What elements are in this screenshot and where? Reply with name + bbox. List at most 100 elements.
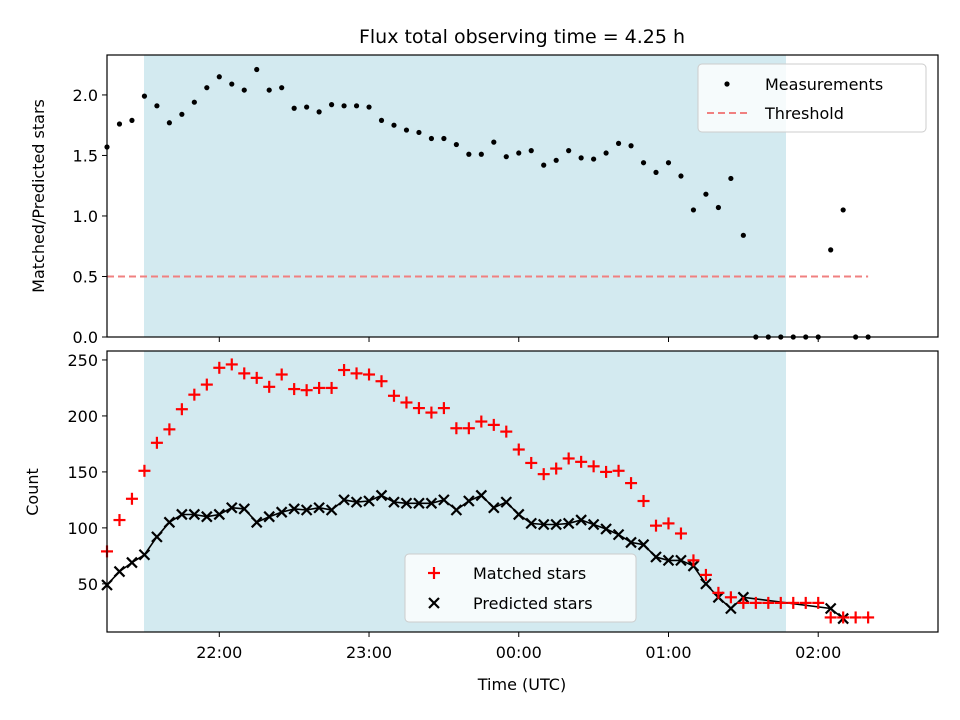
top-observing-window <box>144 55 786 337</box>
x-tick-label: 02:00 <box>795 643 841 662</box>
matched-star-marker <box>425 406 438 419</box>
measurement-point <box>728 175 734 182</box>
predicted-star-marker <box>438 494 450 506</box>
top-legend-box <box>697 63 927 133</box>
predicted-star-marker <box>675 554 687 567</box>
predicted-star-marker <box>824 602 837 615</box>
matched-star-marker <box>637 495 650 508</box>
predicted-star-marker <box>700 578 712 590</box>
measurement-point <box>391 122 397 128</box>
measurement-point <box>541 162 547 168</box>
predicted-star-marker <box>300 504 313 516</box>
measurement-point <box>166 120 172 126</box>
matched-star-marker <box>587 460 600 473</box>
predicted-star-marker <box>475 489 488 502</box>
predicted-star-marker <box>550 518 562 531</box>
measurement-point <box>229 81 235 87</box>
measurement-point <box>366 104 372 110</box>
matched-star-marker <box>125 492 138 505</box>
matched-star-marker <box>400 396 413 409</box>
matched-star-marker <box>625 477 638 490</box>
matched-star-marker <box>812 596 825 609</box>
measurement-point <box>204 85 210 91</box>
measurement-point <box>665 160 672 166</box>
predicted-star-marker <box>163 516 176 529</box>
bottom-y-tick-label: 250 <box>67 351 98 370</box>
matched-star-marker <box>138 464 151 477</box>
measurement-point <box>254 66 260 73</box>
measurement-point <box>116 121 123 127</box>
predicted-star-marker <box>500 496 513 508</box>
measurement-point <box>503 154 509 160</box>
matched-star-marker <box>525 456 538 469</box>
matched-star-marker <box>575 455 588 468</box>
measurement-point <box>553 157 559 163</box>
top-y-tick-label: 0.5 <box>73 267 98 286</box>
matched-star-marker <box>225 358 238 371</box>
measurement-point <box>528 148 534 154</box>
measurement-point <box>403 127 410 133</box>
measurement-point <box>591 156 597 162</box>
top-legend: Measurements Threshold <box>697 63 927 133</box>
bottom-legend: Matched stars Predicted stars <box>404 553 637 623</box>
top-y-tick-label: 1.0 <box>73 207 98 226</box>
predicted-star-marker <box>275 506 288 518</box>
bottom-legend-box <box>404 553 637 623</box>
matched-star-marker <box>699 568 712 581</box>
matched-star-marker <box>787 596 800 609</box>
predicted-star-marker <box>587 518 600 531</box>
predicted-star-marker <box>537 518 550 531</box>
matched-star-marker <box>325 381 338 394</box>
legend-threshold-label: Threshold <box>764 104 844 123</box>
predicted-star-marker <box>126 556 138 569</box>
predicted-star-marker <box>725 602 737 615</box>
matched-star-marker <box>749 596 762 609</box>
measurement-point <box>478 151 484 157</box>
bottom-y-tick-label: 100 <box>67 519 98 538</box>
measurement-point <box>341 103 347 109</box>
matched-star-marker <box>450 422 463 435</box>
matched-star-marker <box>113 514 126 527</box>
matched-star-marker <box>437 402 450 415</box>
bottom-y-tick-label: 50 <box>78 575 98 594</box>
measurement-point <box>191 99 197 105</box>
matched-star-marker <box>188 388 201 401</box>
matched-star-marker <box>724 591 737 604</box>
measurement-point <box>828 247 834 253</box>
predicted-star-marker <box>637 538 650 551</box>
chart-title: Flux total observing time = 4.25 h <box>359 26 685 48</box>
matched-star-marker <box>849 611 862 624</box>
legend-measurements-marker <box>724 81 730 87</box>
predicted-star-marker <box>662 554 675 567</box>
measurement-point <box>578 155 584 161</box>
matched-star-marker <box>263 380 276 393</box>
predicted-star-marker <box>213 508 226 521</box>
matched-star-marker <box>250 371 263 384</box>
predicted-star-marker <box>151 531 163 543</box>
measurement-point <box>179 111 185 117</box>
matched-star-marker <box>163 423 176 436</box>
matched-star-marker <box>150 436 163 449</box>
measurement-point <box>279 85 285 91</box>
measurement-point <box>840 207 846 213</box>
measurement-point <box>640 160 647 166</box>
measurement-point <box>516 150 522 156</box>
matched-star-marker <box>175 403 188 416</box>
measurement-point <box>291 105 297 111</box>
matched-star-marker <box>200 378 213 391</box>
matched-star-marker <box>612 464 625 477</box>
predicted-star-marker <box>525 517 538 530</box>
matched-star-marker <box>662 517 675 530</box>
measurement-point <box>378 117 385 123</box>
matched-star-marker <box>475 415 488 428</box>
measurement-point <box>466 151 472 157</box>
bottom-panel: 50 100 150 200 250 22:00 23:00 00:00 01:00 02:00… <box>23 350 939 694</box>
top-panel: 0.00.51.01.52.0 Matched/Predicted stars … <box>29 54 939 347</box>
measurement-point <box>216 74 222 80</box>
matched-star-marker <box>275 368 288 381</box>
predicted-star-marker <box>225 501 238 514</box>
predicted-star-marker <box>188 508 201 521</box>
x-tick-label: 22:00 <box>196 643 242 662</box>
matched-star-marker <box>238 367 251 380</box>
